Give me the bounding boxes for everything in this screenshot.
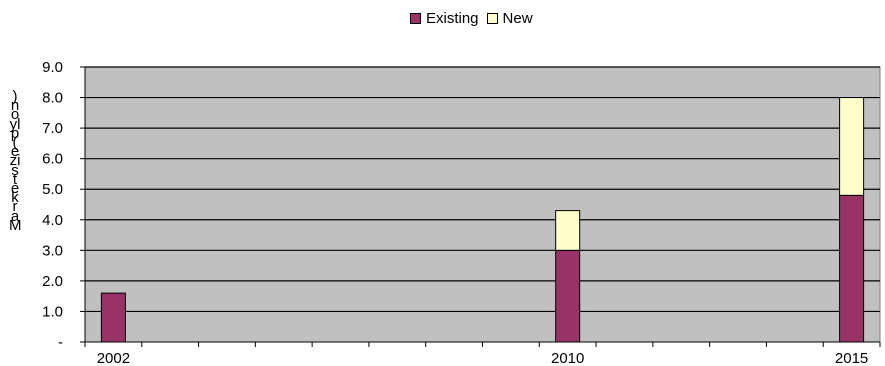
y-tick-label: 7.0 xyxy=(42,120,63,137)
y-tick-label: 1.0 xyxy=(42,303,63,320)
y-tick-label: 9.0 xyxy=(42,59,63,76)
y-tick-label: 8.0 xyxy=(42,90,63,107)
legend-swatch-existing xyxy=(410,13,421,24)
y-tick-label: - xyxy=(58,334,63,351)
legend-item-existing: Existing xyxy=(410,10,479,27)
y-tick-label: 4.0 xyxy=(42,212,63,229)
plot-area xyxy=(84,66,881,343)
x-tick-label: 2002 xyxy=(97,350,130,366)
legend-label-existing: Existing xyxy=(426,10,479,27)
x-tick-label: 2010 xyxy=(551,350,584,366)
bar-existing-2002 xyxy=(100,292,126,343)
bar-new-2010 xyxy=(555,210,581,251)
y-tick-label: 2.0 xyxy=(42,273,63,290)
x-tick-label: 2015 xyxy=(835,350,868,366)
legend-label-new: New xyxy=(502,10,533,27)
chart-legend: Existing New xyxy=(410,10,541,27)
y-axis-label: )noylp( ezis tekraM xyxy=(9,88,22,234)
y-tick-label: 5.0 xyxy=(42,181,63,198)
y-tick-label: 6.0 xyxy=(42,151,63,168)
bar-existing-2015 xyxy=(839,194,865,343)
bar-new-2015 xyxy=(839,97,865,196)
bar-existing-2010 xyxy=(555,249,581,343)
legend-swatch-new xyxy=(486,13,498,24)
legend-item-new: New xyxy=(486,10,533,27)
y-tick-label: 3.0 xyxy=(42,242,63,259)
